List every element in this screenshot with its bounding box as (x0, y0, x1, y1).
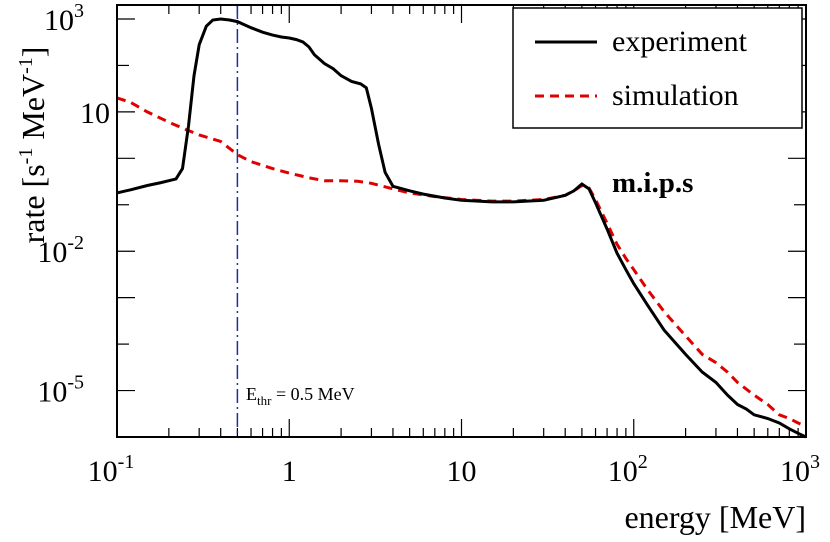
x-tick-label: 10 (447, 455, 477, 488)
legend-label-simulation: simulation (612, 79, 739, 112)
legend-box (512, 7, 803, 129)
x-axis-label: energy [MeV] (624, 499, 806, 535)
plot-frame (116, 4, 807, 438)
series-line-simulation (116, 96, 807, 428)
mips-annotation: m.i.p.s (612, 167, 693, 199)
legend: experiment simulation (512, 7, 803, 129)
x-tick-label: 1 (282, 455, 297, 488)
x-tick-label: 103 (780, 451, 820, 488)
x-tick-label: 10-1 (88, 451, 135, 488)
y-tick-labels: 103 10 10-2 10-5 (37, 0, 110, 409)
x-tick-labels: 10-1 1 10 102 103 (88, 451, 820, 488)
y-tick-label: 10-2 (37, 232, 84, 269)
x-tick-label: 102 (608, 451, 648, 488)
y-axis-label: rate [s-1 MeV-1] (15, 47, 51, 244)
y-tick-label: 10 (80, 97, 110, 130)
y-tick-label: 103 (44, 0, 84, 37)
axis-ticks (116, 5, 806, 438)
legend-label-experiment: experiment (612, 25, 748, 58)
plot-area (116, 4, 807, 439)
series-line-experiment (116, 17, 807, 439)
y-tick-label: 10-5 (37, 372, 84, 409)
threshold-label: Ethr = 0.5 MeV (246, 384, 355, 408)
